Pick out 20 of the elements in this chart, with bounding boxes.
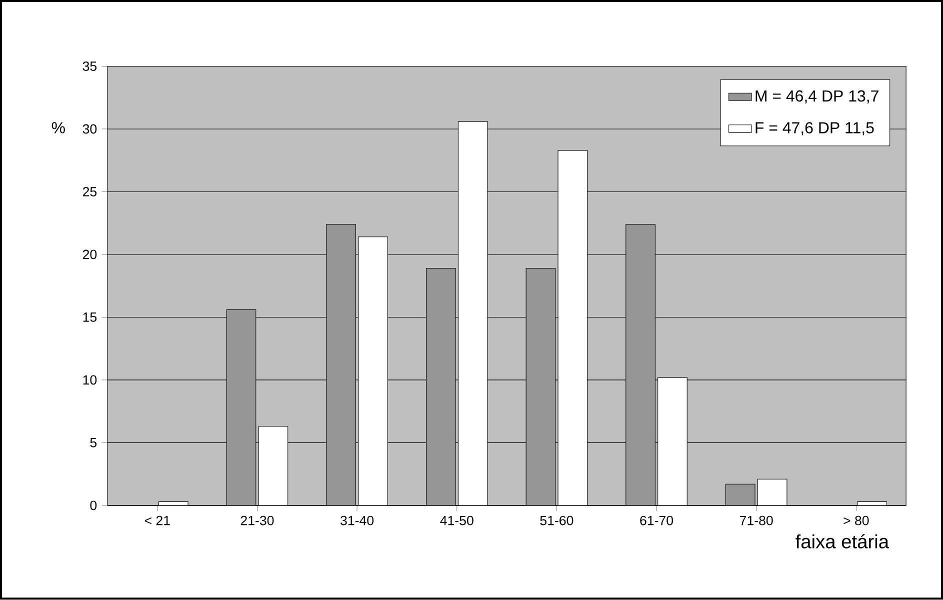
- x-tick-label: 51-60: [540, 516, 574, 526]
- y-tick-label: 5: [90, 438, 97, 448]
- x-tick-label: 31-40: [340, 516, 374, 526]
- y-tick-label: 10: [83, 375, 97, 385]
- y-tick-label: 35: [82, 62, 97, 72]
- y-tick-label: 20: [82, 250, 97, 260]
- x-tick-label: > 80: [844, 516, 869, 526]
- legend-label: F = 47,6 DP 11,5: [756, 122, 874, 136]
- y-tick-label: 15: [83, 312, 97, 322]
- x-tick-label: < 21: [144, 516, 170, 526]
- x-tick-label: 71-80: [740, 516, 773, 526]
- y-tick-label: 0: [90, 500, 97, 510]
- y-tick-label: 30: [82, 124, 97, 134]
- y-tick-label: 25: [82, 187, 97, 197]
- x-tick-label: 61-70: [640, 516, 674, 526]
- x-axis-title: faixa etária: [796, 534, 890, 549]
- x-tick-label: 41-50: [440, 516, 474, 526]
- legend-label: M = 46,4 DP 13,7: [756, 90, 878, 104]
- y-axis-title: %: [52, 122, 65, 134]
- x-tick-label: 21-30: [240, 516, 274, 526]
